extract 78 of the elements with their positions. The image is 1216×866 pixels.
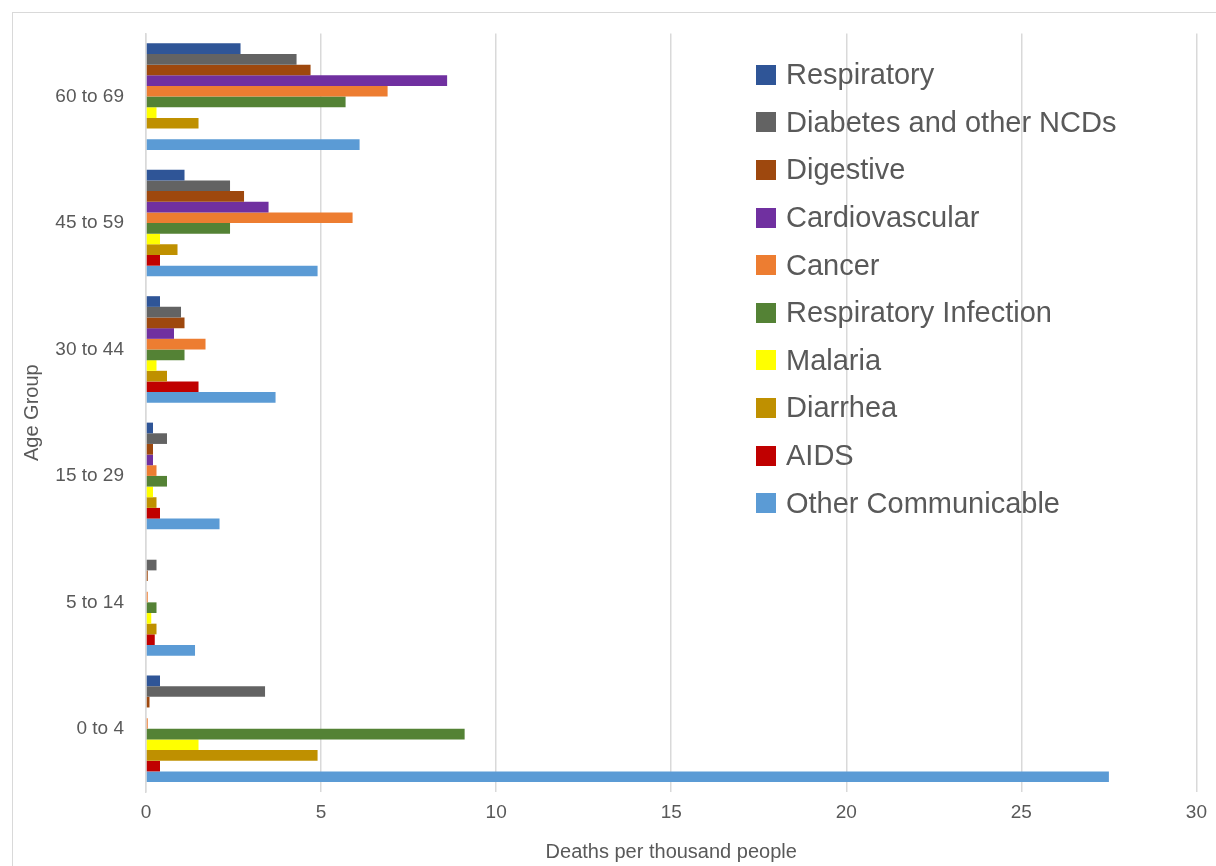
y-tick-label: 30 to 44 xyxy=(55,337,125,359)
bar xyxy=(146,370,168,382)
bar xyxy=(146,623,157,635)
legend-label: Diabetes and other NCDs xyxy=(786,105,1117,139)
y-tick-label: 0 to 4 xyxy=(76,717,125,739)
bar xyxy=(146,634,155,645)
bar xyxy=(146,328,175,339)
bar xyxy=(146,507,161,519)
x-tick-label: 30 xyxy=(1185,800,1207,822)
bar xyxy=(146,233,161,245)
bar xyxy=(146,43,241,54)
x-axis-title: Deaths per thousand people xyxy=(545,839,797,862)
bar xyxy=(146,381,199,393)
bar xyxy=(146,497,157,508)
x-tick-label: 20 xyxy=(835,800,857,822)
y-tick-label: 5 to 14 xyxy=(65,590,125,612)
x-tick-label: 15 xyxy=(660,800,682,822)
bar xyxy=(146,169,185,181)
bar xyxy=(146,771,1109,783)
bar xyxy=(146,223,231,234)
bar xyxy=(146,465,157,476)
bar xyxy=(146,265,318,277)
bar xyxy=(146,613,152,624)
bar xyxy=(146,180,231,192)
legend-label: AIDS xyxy=(786,439,854,473)
bar xyxy=(146,255,161,266)
bar xyxy=(146,443,153,455)
bar xyxy=(146,53,297,65)
bar xyxy=(146,392,276,403)
bar xyxy=(146,117,199,129)
bar xyxy=(146,306,182,318)
x-tick-label: 0 xyxy=(140,800,152,822)
bar xyxy=(146,244,178,256)
legend-label: Cardiovascular xyxy=(786,201,980,235)
x-tick-label: 5 xyxy=(315,800,327,822)
x-tick-label: 10 xyxy=(485,800,507,822)
bar xyxy=(146,201,269,213)
bar xyxy=(146,349,185,361)
bar xyxy=(146,64,311,76)
bar xyxy=(146,454,153,466)
y-tick-label: 45 to 59 xyxy=(55,211,124,233)
bar xyxy=(146,602,157,614)
bar xyxy=(146,139,360,150)
legend-label: Respiratory Infection xyxy=(786,296,1052,330)
x-tick-label: 25 xyxy=(1010,800,1032,822)
y-tick-label: 60 to 69 xyxy=(55,84,124,106)
legend-label: Respiratory xyxy=(786,58,935,92)
bar xyxy=(146,518,220,530)
bar xyxy=(146,212,353,224)
bar xyxy=(146,675,161,687)
legend-label: Cancer xyxy=(786,248,880,282)
bar xyxy=(146,686,266,697)
legend-label: Other Communicable xyxy=(786,486,1060,520)
bar xyxy=(146,750,318,761)
y-axis-title: Age Group xyxy=(19,364,42,462)
bar xyxy=(146,360,157,371)
bar xyxy=(146,696,150,708)
bar xyxy=(146,728,465,740)
legend-label: Malaria xyxy=(786,343,882,377)
bar xyxy=(146,85,388,97)
bar xyxy=(146,75,448,86)
bar xyxy=(146,338,206,350)
legend-label: Digestive xyxy=(786,153,906,187)
bar xyxy=(146,486,153,498)
bar xyxy=(146,475,168,487)
bar xyxy=(146,107,157,118)
bar xyxy=(146,191,245,202)
y-tick-label: 15 to 29 xyxy=(55,464,124,486)
bar xyxy=(146,760,161,772)
bar xyxy=(146,559,157,571)
bar xyxy=(146,433,168,444)
bar xyxy=(146,296,161,307)
bar xyxy=(146,422,153,434)
bar xyxy=(146,317,185,329)
bar xyxy=(146,739,199,751)
bar xyxy=(146,644,196,656)
legend-label: Diarrhea xyxy=(786,391,898,425)
bar xyxy=(146,96,346,108)
